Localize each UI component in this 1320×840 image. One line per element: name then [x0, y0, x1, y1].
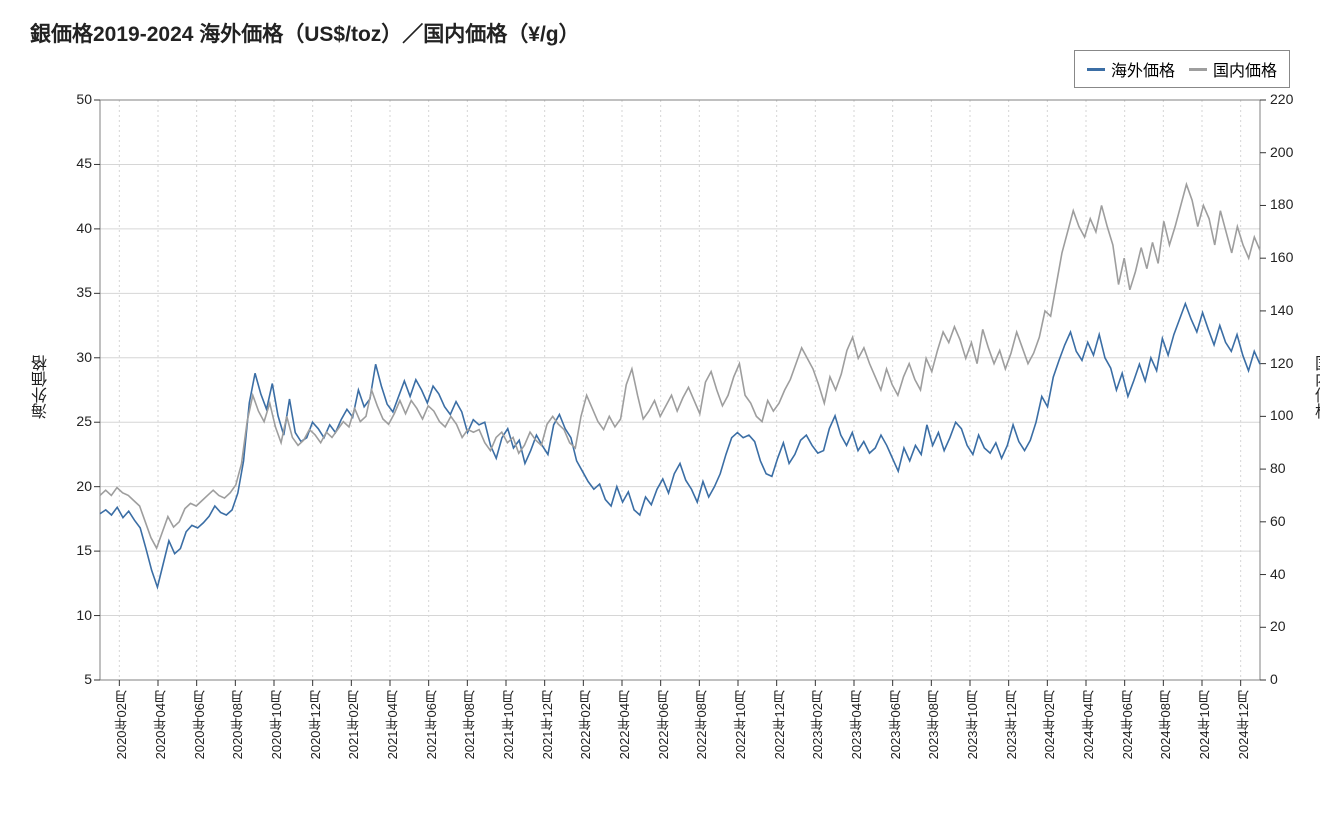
- y2-tick-label: 220: [1270, 91, 1293, 107]
- y2-axis-label: 国内価格: [1308, 355, 1320, 419]
- y1-tick-label: 15: [60, 542, 92, 558]
- y1-tick-label: 35: [60, 284, 92, 300]
- x-tick-label: 2022年04月: [615, 690, 634, 759]
- x-tick-label: 2020年04月: [151, 690, 170, 759]
- x-tick-label: 2021年06月: [422, 690, 441, 759]
- x-tick-label: 2022年06月: [654, 690, 673, 759]
- x-tick-label: 2022年02月: [576, 690, 595, 759]
- y2-tick-label: 80: [1270, 460, 1286, 476]
- x-tick-label: 2024年02月: [1040, 690, 1059, 759]
- x-tick-label: 2021年10月: [499, 690, 518, 759]
- y2-tick-label: 120: [1270, 355, 1293, 371]
- x-tick-label: 2021年08月: [460, 690, 479, 759]
- x-tick-label: 2020年12月: [306, 690, 325, 759]
- y1-tick-label: 10: [60, 607, 92, 623]
- x-tick-label: 2024年08月: [1156, 690, 1175, 759]
- y1-tick-label: 45: [60, 155, 92, 171]
- x-tick-label: 2024年10月: [1195, 690, 1214, 759]
- x-tick-label: 2023年12月: [1002, 690, 1021, 759]
- x-tick-label: 2024年04月: [1079, 690, 1098, 759]
- y1-tick-label: 25: [60, 413, 92, 429]
- x-tick-label: 2020年02月: [112, 690, 131, 759]
- x-tick-label: 2021年04月: [383, 690, 402, 759]
- x-tick-label: 2021年02月: [344, 690, 363, 759]
- x-tick-label: 2021年12月: [538, 690, 557, 759]
- y2-tick-label: 160: [1270, 249, 1293, 265]
- x-tick-label: 2023年10月: [963, 690, 982, 759]
- y1-tick-label: 50: [60, 91, 92, 107]
- x-tick-label: 2023年02月: [808, 690, 827, 759]
- x-tick-label: 2023年04月: [847, 690, 866, 759]
- x-tick-label: 2024年12月: [1234, 690, 1253, 759]
- x-tick-label: 2024年06月: [1118, 690, 1137, 759]
- x-tick-label: 2022年12月: [770, 690, 789, 759]
- x-tick-label: 2020年08月: [228, 690, 247, 759]
- x-tick-label: 2020年06月: [190, 690, 209, 759]
- chart-container: 銀価格2019-2024 海外価格（US$/toz）／国内価格（¥/g） 海外価…: [0, 0, 1320, 840]
- y2-tick-label: 40: [1270, 566, 1286, 582]
- y2-tick-label: 0: [1270, 671, 1278, 687]
- x-tick-label: 2023年08月: [924, 690, 943, 759]
- y2-tick-label: 20: [1270, 618, 1286, 634]
- y2-tick-label: 180: [1270, 196, 1293, 212]
- y1-axis-label: 海外価格: [30, 355, 54, 419]
- y2-tick-label: 60: [1270, 513, 1286, 529]
- y1-tick-label: 30: [60, 349, 92, 365]
- y1-tick-label: 40: [60, 220, 92, 236]
- x-tick-label: 2022年10月: [731, 690, 750, 759]
- y2-tick-label: 140: [1270, 302, 1293, 318]
- y1-tick-label: 20: [60, 478, 92, 494]
- x-tick-label: 2020年10月: [267, 690, 286, 759]
- x-tick-label: 2022年08月: [692, 690, 711, 759]
- y1-tick-label: 5: [60, 671, 92, 687]
- y2-tick-label: 100: [1270, 407, 1293, 423]
- y2-tick-label: 200: [1270, 144, 1293, 160]
- x-tick-label: 2023年06月: [886, 690, 905, 759]
